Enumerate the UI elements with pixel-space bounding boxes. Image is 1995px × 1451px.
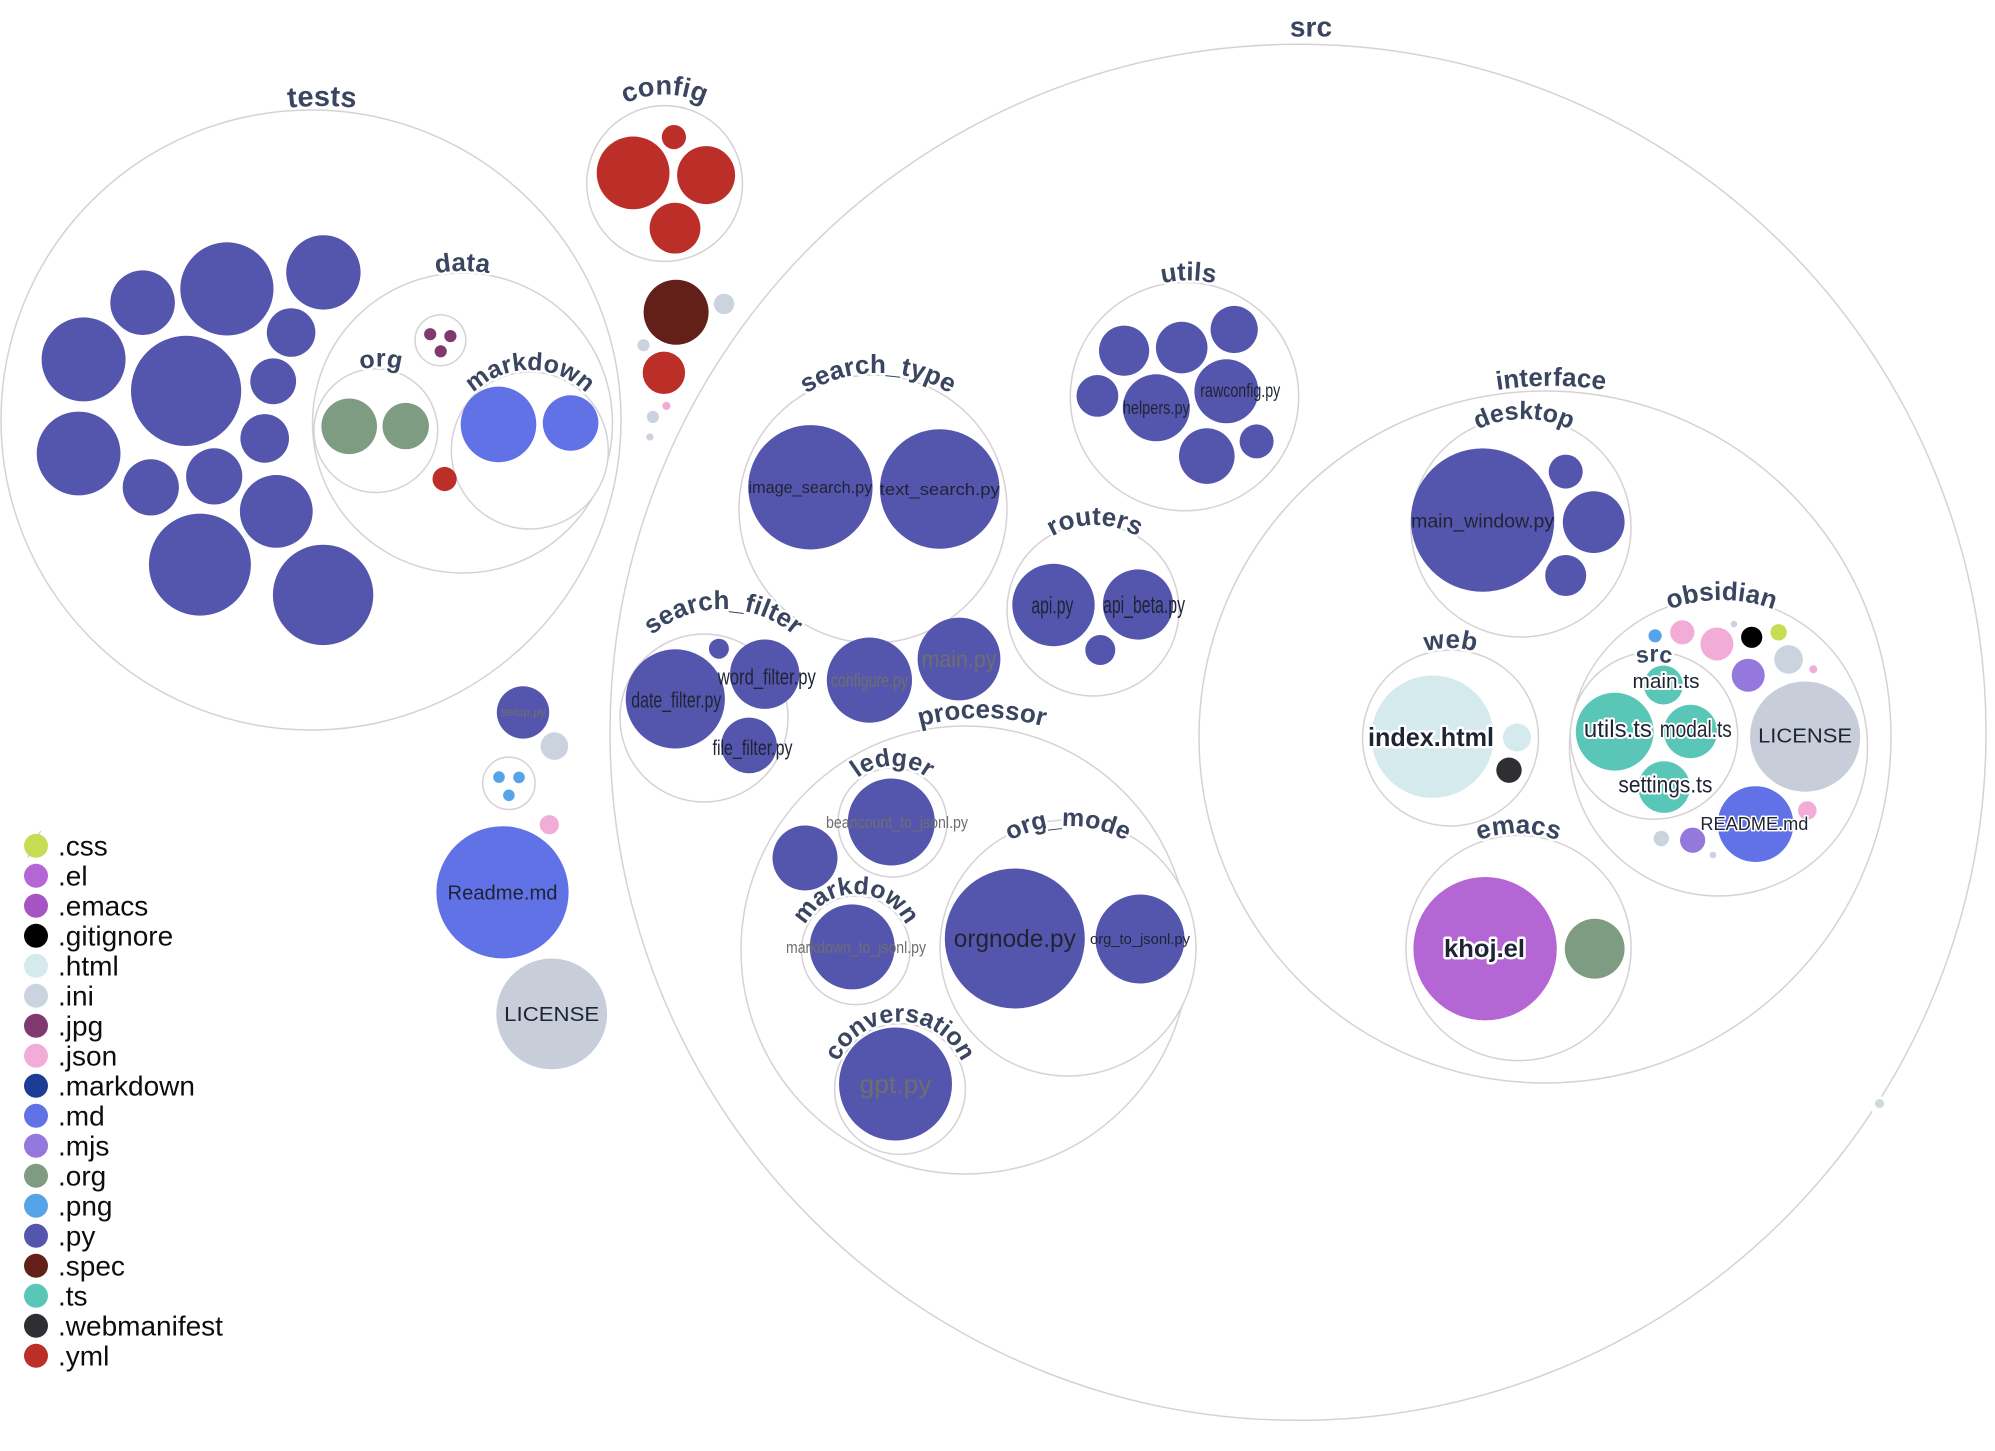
svg-text:.py: .py bbox=[58, 1221, 95, 1252]
svg-text:web: web bbox=[1420, 624, 1480, 657]
svg-text:.gitignore: .gitignore bbox=[58, 921, 173, 952]
svg-text:configure.py: configure.py bbox=[831, 671, 908, 692]
svg-text:.md: .md bbox=[58, 1101, 105, 1132]
svg-text:.ts: .ts bbox=[58, 1281, 88, 1312]
svg-text:interface: interface bbox=[1494, 362, 1608, 396]
svg-text:.el: .el bbox=[58, 861, 88, 892]
svg-text:Readme.md: Readme.md bbox=[448, 882, 558, 904]
svg-text:.png: .png bbox=[58, 1191, 113, 1222]
svg-text:api_beta.py: api_beta.py bbox=[1103, 592, 1185, 619]
svg-text:README.md: README.md bbox=[1700, 814, 1808, 834]
svg-text:.ini: .ini bbox=[58, 981, 94, 1012]
svg-text:.mjs: .mjs bbox=[58, 1131, 109, 1162]
svg-text:markdown_to_jsonl.py: markdown_to_jsonl.py bbox=[786, 938, 926, 957]
svg-text:data: data bbox=[433, 247, 493, 279]
svg-text:org: org bbox=[357, 345, 405, 376]
svg-text:.spec: .spec bbox=[58, 1251, 125, 1282]
svg-text:main.py: main.py bbox=[922, 646, 997, 672]
svg-text:index.html: index.html bbox=[1368, 722, 1494, 752]
svg-text:utils.ts: utils.ts bbox=[1584, 716, 1652, 743]
svg-text:.jpg: .jpg bbox=[58, 1011, 103, 1042]
svg-text:config: config bbox=[617, 71, 713, 109]
svg-text:text_search.py: text_search.py bbox=[880, 480, 1001, 499]
svg-text:tests: tests bbox=[286, 81, 358, 115]
svg-text:.markdown: .markdown bbox=[58, 1071, 195, 1102]
svg-text:main_window.py: main_window.py bbox=[1411, 512, 1555, 533]
svg-text:helpers.py: helpers.py bbox=[1123, 398, 1190, 418]
svg-text:org_to_jsonl.py: org_to_jsonl.py bbox=[1090, 932, 1191, 948]
svg-text:src: src bbox=[1634, 641, 1675, 669]
svg-text:settings.ts: settings.ts bbox=[1618, 772, 1712, 798]
svg-text:LICENSE: LICENSE bbox=[504, 1004, 599, 1026]
svg-text:date_filter.py: date_filter.py bbox=[631, 688, 721, 713]
svg-text:file_filter.py: file_filter.py bbox=[713, 737, 793, 760]
svg-text:main.ts: main.ts bbox=[1633, 671, 1700, 693]
svg-text:LICENSE: LICENSE bbox=[1758, 726, 1852, 748]
svg-text:src: src bbox=[1290, 11, 1333, 42]
svg-text:beancount_to_jsonl.py: beancount_to_jsonl.py bbox=[826, 813, 968, 832]
svg-text:orgnode.py: orgnode.py bbox=[954, 925, 1076, 953]
svg-text:.emacs: .emacs bbox=[58, 891, 148, 922]
svg-text:.org: .org bbox=[58, 1161, 106, 1192]
svg-text:image_search.py: image_search.py bbox=[748, 478, 872, 497]
svg-text:.json: .json bbox=[58, 1041, 117, 1072]
svg-text:gpt.py: gpt.py bbox=[860, 1069, 932, 1099]
svg-text:utils: utils bbox=[1158, 256, 1219, 289]
svg-text:.webmanifest: .webmanifest bbox=[58, 1311, 223, 1342]
svg-text:word_filter.py: word_filter.py bbox=[717, 665, 816, 690]
svg-text:rawconfig.py: rawconfig.py bbox=[1200, 381, 1280, 402]
svg-text:api.py: api.py bbox=[1031, 592, 1073, 619]
svg-text:setup.py: setup.py bbox=[501, 705, 546, 719]
svg-text:.css: .css bbox=[58, 831, 108, 862]
svg-text:.yml: .yml bbox=[58, 1341, 109, 1372]
svg-text:khoj.el: khoj.el bbox=[1444, 935, 1525, 963]
svg-text:.html: .html bbox=[58, 951, 119, 982]
svg-text:modal.ts: modal.ts bbox=[1660, 716, 1732, 742]
